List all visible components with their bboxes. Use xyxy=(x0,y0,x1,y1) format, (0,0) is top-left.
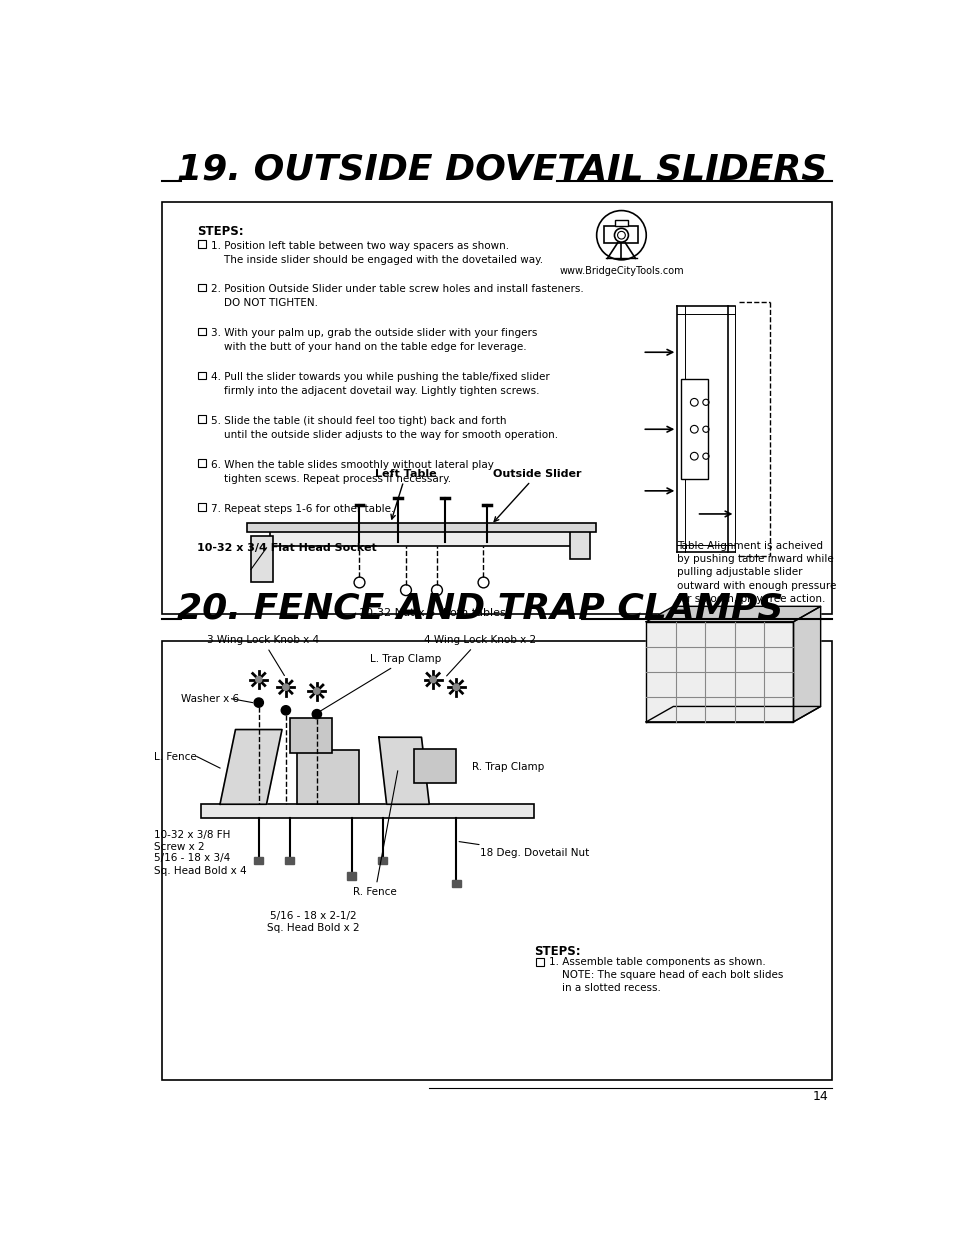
Text: 10-32 x 3/4 Flat Head Socket: 10-32 x 3/4 Flat Head Socket xyxy=(196,543,376,553)
Bar xyxy=(270,530,572,546)
Text: Left Table: Left Table xyxy=(375,468,436,519)
Bar xyxy=(162,641,831,1079)
Bar xyxy=(198,459,206,467)
Circle shape xyxy=(430,677,436,683)
Circle shape xyxy=(453,684,459,690)
Bar xyxy=(198,327,206,336)
Text: Table Alignment is acheived
by pushing table inward while
pulling adjustable sli: Table Alignment is acheived by pushing t… xyxy=(677,541,836,604)
Text: 3. With your palm up, grab the outside slider with your fingers
    with the but: 3. With your palm up, grab the outside s… xyxy=(211,329,537,352)
Text: Outside Slider: Outside Slider xyxy=(493,468,581,521)
Bar xyxy=(198,372,206,379)
Polygon shape xyxy=(452,879,460,888)
Text: 10-32 x 3/8 FH
Screw x 2: 10-32 x 3/8 FH Screw x 2 xyxy=(154,830,231,852)
Text: 2. Position Outside Slider under table screw holes and install fasteners.
    DO: 2. Position Outside Slider under table s… xyxy=(211,284,583,309)
Circle shape xyxy=(282,684,289,690)
Bar xyxy=(247,524,596,532)
Bar xyxy=(570,530,589,559)
Bar xyxy=(200,804,534,818)
Polygon shape xyxy=(285,857,294,864)
Circle shape xyxy=(255,677,261,683)
Text: 10-32 Nut x 6 (both tables): 10-32 Nut x 6 (both tables) xyxy=(359,608,510,618)
Text: L. Fence: L. Fence xyxy=(154,752,196,762)
Text: STEPS:: STEPS: xyxy=(534,945,579,958)
Polygon shape xyxy=(347,872,356,879)
Polygon shape xyxy=(253,857,263,864)
Text: R. Trap Clamp: R. Trap Clamp xyxy=(472,762,543,772)
Text: STEPS:: STEPS: xyxy=(196,225,243,238)
Text: 1. Assemble table components as shown.
    NOTE: The square head of each bolt sl: 1. Assemble table components as shown. N… xyxy=(549,957,783,993)
Circle shape xyxy=(281,705,291,715)
Polygon shape xyxy=(220,730,282,804)
Polygon shape xyxy=(645,621,793,721)
Circle shape xyxy=(312,710,321,719)
Bar xyxy=(297,751,359,804)
Bar xyxy=(536,958,543,966)
Text: 3 Wing Lock Knob x 4: 3 Wing Lock Knob x 4 xyxy=(207,635,318,676)
Text: 6. When the table slides smoothly without lateral play
    tighten scews. Repeat: 6. When the table slides smoothly withou… xyxy=(211,461,493,484)
Text: 4 Wing Lock Knob x 2: 4 Wing Lock Knob x 2 xyxy=(423,635,536,676)
Text: 5/16 - 18 x 3/4
Sq. Head Bold x 4: 5/16 - 18 x 3/4 Sq. Head Bold x 4 xyxy=(154,853,247,876)
Polygon shape xyxy=(645,706,820,721)
Bar xyxy=(290,718,332,752)
Bar xyxy=(680,379,707,479)
Circle shape xyxy=(253,698,263,708)
Bar xyxy=(251,536,273,583)
Text: 1. Position left table between two way spacers as shown.
    The inside slider s: 1. Position left table between two way s… xyxy=(211,241,542,264)
Polygon shape xyxy=(645,606,820,621)
Bar xyxy=(604,226,638,243)
Text: 19. OUTSIDE DOVETAIL SLIDERS: 19. OUTSIDE DOVETAIL SLIDERS xyxy=(177,153,827,186)
Text: Washer x 6: Washer x 6 xyxy=(181,694,239,704)
Bar xyxy=(414,748,456,783)
Text: L. Trap Clamp: L. Trap Clamp xyxy=(314,655,441,715)
Text: 18 Deg. Dovetail Nut: 18 Deg. Dovetail Nut xyxy=(458,841,588,858)
Bar xyxy=(162,203,831,614)
Text: 7. Repeat steps 1-6 for other table.: 7. Repeat steps 1-6 for other table. xyxy=(211,504,394,514)
Bar xyxy=(198,240,206,247)
Text: R. Fence: R. Fence xyxy=(353,771,397,898)
Text: www.BridgeCityTools.com: www.BridgeCityTools.com xyxy=(558,266,683,275)
Polygon shape xyxy=(793,606,820,721)
Bar xyxy=(198,415,206,424)
Polygon shape xyxy=(377,857,387,864)
Text: 14: 14 xyxy=(812,1091,827,1103)
Bar xyxy=(198,503,206,511)
Bar xyxy=(198,284,206,291)
Text: 5/16 - 18 x 2-1/2
Sq. Head Bold x 2: 5/16 - 18 x 2-1/2 Sq. Head Bold x 2 xyxy=(267,910,359,932)
Text: 20. FENCE AND TRAP CLAMPS: 20. FENCE AND TRAP CLAMPS xyxy=(177,592,783,626)
Polygon shape xyxy=(378,737,429,804)
Circle shape xyxy=(314,688,319,694)
Text: 5. Slide the table (it should feel too tight) back and forth
    until the outsi: 5. Slide the table (it should feel too t… xyxy=(211,416,558,440)
Text: 4. Pull the slider towards you while pushing the table/fixed slider
    firmly i: 4. Pull the slider towards you while pus… xyxy=(211,372,549,396)
Bar xyxy=(615,220,627,226)
